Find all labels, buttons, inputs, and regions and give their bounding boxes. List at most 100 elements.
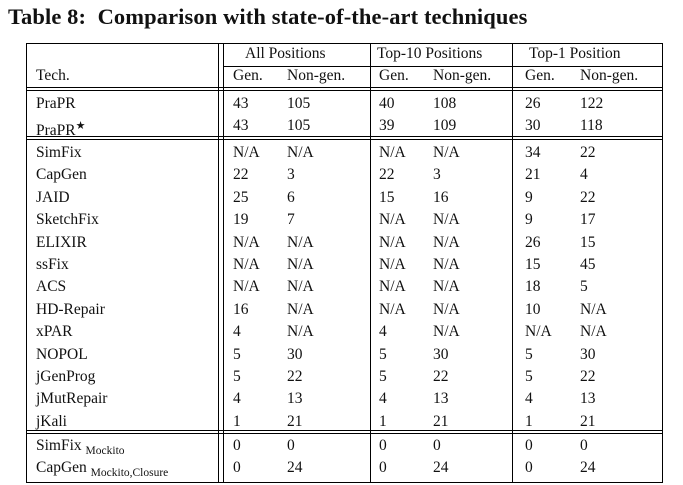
table-cell-value: N/A xyxy=(379,278,406,296)
table-cell-value: N/A xyxy=(287,144,314,161)
table-cell-value: 1 xyxy=(233,412,241,430)
table-cell-value: 118 xyxy=(580,117,603,135)
header-subcol: Non-gen. xyxy=(287,67,346,84)
section-rule xyxy=(26,90,663,91)
table-cell-value: 3 xyxy=(287,166,295,184)
table-cell-value: 6 xyxy=(287,188,295,206)
table-cell-value: 9 xyxy=(525,188,533,206)
header-subcol: Gen. xyxy=(233,67,263,84)
table-cell-value: N/A xyxy=(525,323,552,341)
table-cell-value: 22 xyxy=(580,368,596,385)
table-cell-value: N/A xyxy=(287,323,314,341)
table-cell-value: 24 xyxy=(433,459,449,477)
table-cell-value: 13 xyxy=(433,390,449,408)
star-marker: ★ xyxy=(75,120,86,133)
table-cell-value: 5 xyxy=(525,368,533,385)
table-cell-value: 40 xyxy=(379,95,395,112)
section-rule xyxy=(26,136,663,137)
table-cell-value: 108 xyxy=(433,95,457,112)
table-cell-value: 13 xyxy=(287,390,303,408)
row-tech-name: CapGen Mockito,Closure xyxy=(36,458,168,483)
table-cell-value: 0 xyxy=(525,459,533,477)
table-cell-value: 4 xyxy=(379,323,387,341)
table-cell-value: N/A xyxy=(379,256,406,273)
table-cell-value: 45 xyxy=(580,256,596,273)
row-tech-name: JAID xyxy=(36,188,70,208)
table-cell-value: 0 xyxy=(233,437,241,454)
table-cell-value: 4 xyxy=(233,323,241,341)
table-cell-value: 22 xyxy=(379,166,395,184)
tech-name-text: jKali xyxy=(36,412,67,430)
table-cell-value: N/A xyxy=(233,256,260,273)
table-cell-value: 16 xyxy=(233,300,249,318)
table-cell-value: 30 xyxy=(287,345,303,363)
table-cell-value: 43 xyxy=(233,95,249,112)
table-cell-value: N/A xyxy=(379,144,406,161)
row-tech-name: jGenProg xyxy=(36,367,95,387)
table-cell-value: 0 xyxy=(379,437,387,454)
table-cell-value: N/A xyxy=(287,233,314,251)
table-cell-value: 19 xyxy=(233,211,249,229)
row-tech-name: NOPOL xyxy=(36,345,88,365)
table-cell-value: 30 xyxy=(580,345,596,363)
header-group-rule xyxy=(223,66,662,67)
table-cell-value: N/A xyxy=(433,256,460,273)
table-cell-value: 1 xyxy=(379,412,387,430)
row-tech-name: jMutRepair xyxy=(36,389,107,409)
table-cell-value: 21 xyxy=(433,412,449,430)
table-cell-value: 43 xyxy=(233,117,249,135)
tech-name-text: xPAR xyxy=(36,323,73,341)
row-tech-name: jKali xyxy=(36,412,67,432)
table-cell-value: 0 xyxy=(287,437,295,454)
table-cell-value: 0 xyxy=(433,437,441,454)
table-cell-value: 39 xyxy=(379,117,395,135)
table-cell-value: N/A xyxy=(287,278,314,296)
table-cell-value: 10 xyxy=(525,300,541,318)
column-rule xyxy=(662,43,663,482)
table-cell-value: 24 xyxy=(287,459,303,477)
table-cell-value: N/A xyxy=(233,278,260,296)
table-cell-value: N/A xyxy=(433,144,460,161)
table-cell-value: 4 xyxy=(525,390,533,408)
table-cell-value: 0 xyxy=(233,459,241,477)
header-tech: Tech. xyxy=(36,67,70,84)
header-subcol: Non-gen. xyxy=(580,67,639,84)
section-rule xyxy=(26,433,663,434)
table-cell-value: 34 xyxy=(525,144,541,161)
tech-name-text: jGenProg xyxy=(36,368,96,385)
table-cell-value: 5 xyxy=(233,345,241,363)
table-cell-value: 15 xyxy=(525,256,541,273)
table-cell-value: N/A xyxy=(433,233,460,251)
row-tech-name: ssFix xyxy=(36,255,69,275)
table-cell-value: 25 xyxy=(233,188,249,206)
table-cell-value: 22 xyxy=(580,188,596,206)
table-cell-value: N/A xyxy=(379,233,406,251)
table-caption: Table 8: Comparison with state-of-the-ar… xyxy=(8,4,683,30)
table-cell-value: 0 xyxy=(525,437,533,454)
table-border-bottom xyxy=(26,482,663,483)
row-tech-name: SimFix xyxy=(36,143,82,163)
table-cell-value: N/A xyxy=(287,256,314,273)
table-cell-value: 21 xyxy=(580,412,596,430)
table-cell-value: N/A xyxy=(433,300,460,318)
table-cell-value: 5 xyxy=(580,278,588,296)
table-cell-value: 109 xyxy=(433,117,457,135)
row-tech-name: HD-Repair xyxy=(36,300,105,320)
table-cell-value: 17 xyxy=(580,211,596,229)
tech-name-text: JAID xyxy=(36,188,70,206)
table-cell-value: 4 xyxy=(233,390,241,408)
tech-name-text: SketchFix xyxy=(36,211,99,229)
column-rule xyxy=(26,43,27,482)
table-cell-value: N/A xyxy=(433,323,460,341)
table-cell-value: 5 xyxy=(379,345,387,363)
table-cell-value: 26 xyxy=(525,233,541,251)
table-cell-value: N/A xyxy=(287,300,314,318)
row-tech-name: PraPR★ xyxy=(36,116,86,141)
table-cell-value: 22 xyxy=(287,368,303,385)
table-cell-value: N/A xyxy=(433,211,460,229)
table-cell-value: 7 xyxy=(287,211,295,229)
table-cell-value: N/A xyxy=(580,300,607,318)
table-cell-value: N/A xyxy=(233,233,260,251)
table-cell-value: 1 xyxy=(525,412,533,430)
table-cell-value: 30 xyxy=(433,345,449,363)
